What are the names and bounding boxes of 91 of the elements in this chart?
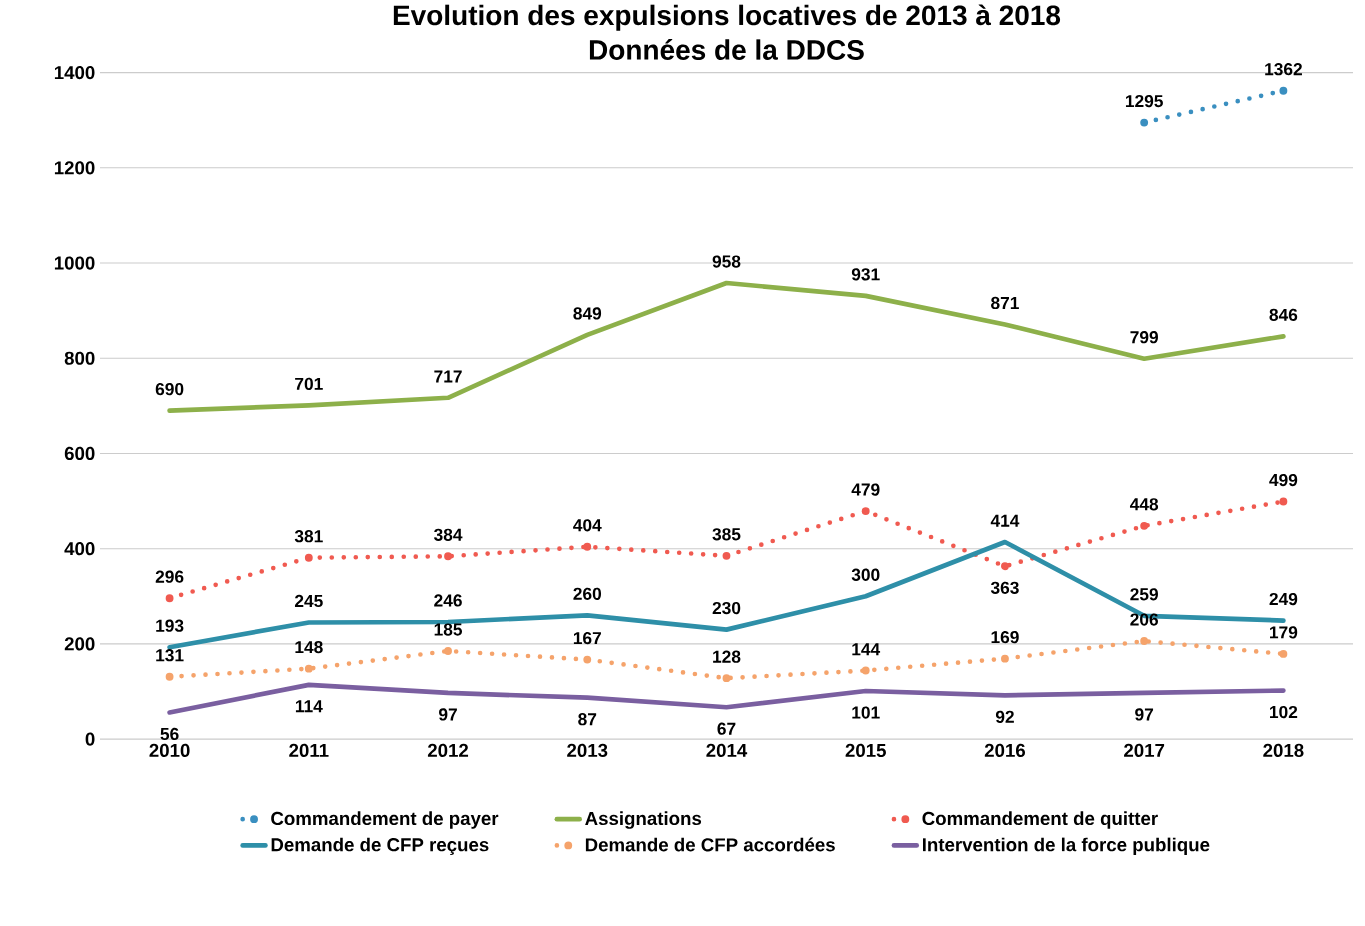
data-label: 260 [573,587,602,601]
point [1001,654,1009,663]
data-label: 193 [156,619,184,632]
data-label: 128 [713,650,741,663]
data-label: 97 [439,708,457,721]
x-tick-label: 2016 [984,743,1026,758]
y-tick-label: 600 [64,446,95,461]
x-tick-label: 2013 [567,743,608,758]
data-label: 404 [573,519,602,532]
y-tick-label: 400 [64,542,95,556]
data-label: 296 [155,570,184,583]
data-label: 97 [1135,708,1154,721]
data-label: 1295 [1125,95,1163,108]
legend-label: Commandement de payer [271,811,499,829]
data-label: 167 [573,632,601,645]
data-label: 92 [995,710,1014,724]
x-tick-label: 2012 [427,743,469,758]
data-label: 717 [434,370,462,383]
data-label: 56 [160,727,179,741]
data-label: 131 [156,649,184,662]
point [444,552,452,561]
legend-label: Demande de CFP reçues [271,837,489,856]
x-tick-label: 2014 [706,743,748,758]
data-label: 799 [1130,331,1158,344]
point [304,664,313,673]
y-tick-label: 800 [64,351,95,365]
data-label: 249 [1269,593,1298,606]
chart-title: Evolution des expulsions locatives de 2013 à 2018 Données de la DDCS [393,4,1061,61]
data-label: 871 [991,296,1019,310]
data-label: 102 [1270,706,1298,719]
data-label: 479 [851,483,880,496]
data-label: 259 [1130,588,1158,601]
data-label: 148 [295,641,323,654]
data-label: 381 [294,530,323,543]
point [165,672,174,681]
data-label: 206 [1130,613,1158,626]
point [165,594,174,603]
legend-label: Demande de CFP accordées [585,837,835,852]
x-tick-label: 2017 [1124,743,1165,758]
data-label: 448 [1129,498,1159,511]
data-label: 101 [852,706,880,719]
data-label: 179 [1270,626,1298,639]
data-label: 414 [990,514,1020,527]
y-tick-label: 1200 [54,161,95,175]
legend-label: Intervention de la force publique [922,837,1210,856]
point [304,553,313,562]
data-label: 185 [434,623,463,636]
y-tick-label: 200 [64,637,95,651]
data-label: 1362 [1265,63,1302,76]
data-label: 230 [712,602,741,615]
x-tick-label: 2018 [1263,743,1304,758]
point [1279,86,1288,95]
point [583,542,592,551]
data-label: 846 [1269,308,1298,322]
point [722,552,731,560]
data-label: 144 [852,643,881,656]
legend-label: Commandement de quitter [922,811,1158,829]
data-label: 701 [295,377,323,391]
legend-label: Assignations [585,811,702,829]
data-label: 169 [991,631,1019,644]
point [444,647,452,656]
point [1279,650,1288,658]
data-label: 87 [578,713,597,726]
data-label: 67 [717,722,736,735]
x-tick-label: 2015 [845,743,886,758]
data-label: 958 [712,255,741,268]
data-label: 849 [573,307,602,320]
point [1140,637,1149,646]
data-label: 690 [155,383,184,396]
y-tick-label: 0 [85,732,95,746]
data-label: 363 [990,581,1019,595]
x-tick-label: 2011 [289,743,329,758]
y-tick-label: 1000 [54,256,95,270]
data-label: 245 [294,594,323,608]
point [861,666,870,675]
data-label: 499 [1269,474,1298,487]
point [583,655,592,664]
data-label: 114 [295,700,323,713]
data-label: 385 [712,528,741,541]
data-label: 931 [851,268,880,281]
x-tick-label: 2010 [149,743,190,758]
data-label: 300 [851,568,880,582]
point [1140,522,1149,530]
y-tick-label: 1400 [54,66,95,80]
point [1001,562,1009,571]
point [1140,118,1149,127]
data-label: 384 [433,528,463,542]
data-label: 246 [434,594,462,607]
point [1279,497,1288,506]
point [861,507,870,516]
point [722,674,731,683]
